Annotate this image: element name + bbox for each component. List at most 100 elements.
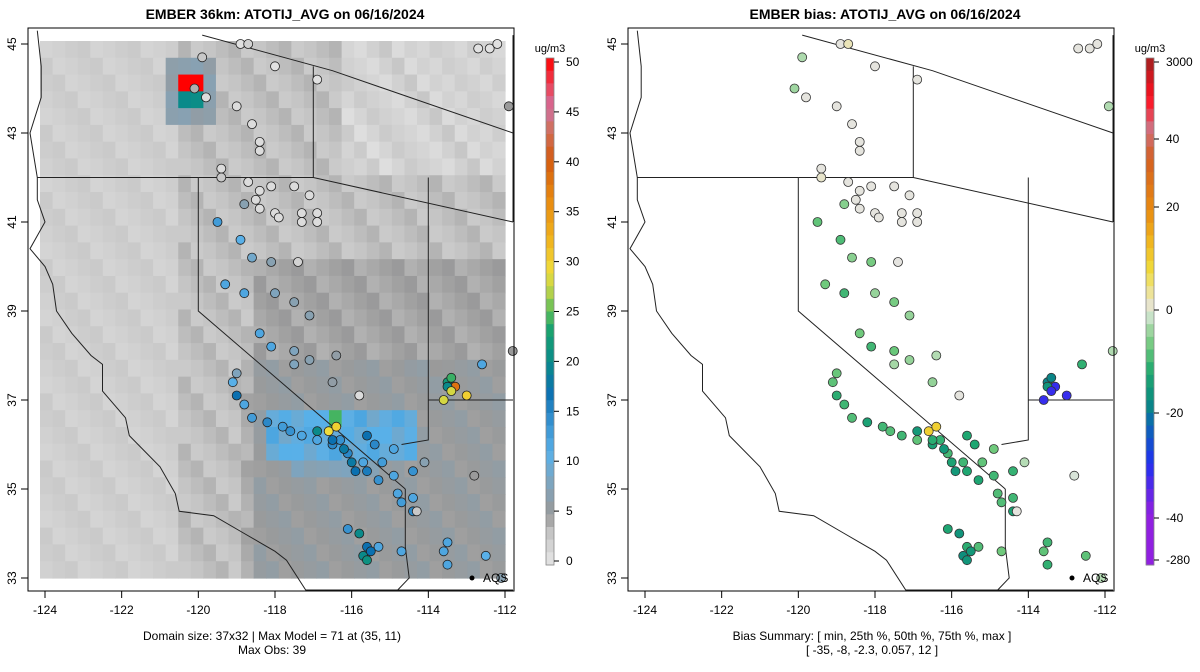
grid-cell bbox=[127, 124, 142, 143]
y-axis: 33 35 37 39 41 43 45 bbox=[5, 37, 28, 585]
grid-cell bbox=[215, 141, 230, 160]
grid-cell bbox=[115, 41, 129, 59]
grid-cell bbox=[165, 91, 179, 109]
grid-cell bbox=[429, 259, 443, 277]
grid-cell bbox=[203, 510, 217, 529]
obs-point bbox=[239, 199, 250, 210]
grid-cell bbox=[115, 175, 129, 193]
grid-cell bbox=[278, 141, 292, 160]
grid-cell bbox=[77, 359, 91, 378]
grid-cell bbox=[65, 158, 79, 176]
grid-cell bbox=[190, 443, 204, 462]
grid-cell bbox=[454, 510, 468, 529]
grid-cell bbox=[354, 41, 368, 59]
grid-cell bbox=[52, 141, 66, 160]
panel-title: EMBER 36km: ATOTIJ_AVG on 06/16/2024 bbox=[146, 6, 425, 22]
grid-cell bbox=[467, 275, 481, 294]
bias-point bbox=[927, 435, 938, 445]
grid-cell bbox=[165, 108, 179, 126]
grid-cell bbox=[479, 292, 494, 311]
grid-cell bbox=[153, 192, 167, 210]
obs-point bbox=[289, 359, 300, 370]
grid-cell bbox=[316, 460, 330, 478]
grid-cell bbox=[266, 108, 280, 126]
grid-cell bbox=[454, 41, 468, 59]
bias-point bbox=[962, 466, 972, 477]
grid-cell bbox=[190, 510, 204, 529]
grid-cell bbox=[228, 175, 242, 193]
grid-cell bbox=[253, 275, 267, 294]
grid-cell bbox=[203, 292, 217, 311]
grid-cell bbox=[40, 192, 54, 210]
grid-cell bbox=[77, 326, 91, 344]
grid-cell bbox=[153, 57, 167, 76]
y-tick-label: 35 bbox=[605, 482, 619, 496]
grid-cell bbox=[203, 309, 217, 327]
grid-cell bbox=[404, 74, 418, 92]
grid-cell bbox=[215, 376, 230, 395]
grid-cell bbox=[329, 275, 343, 294]
grid-cell bbox=[303, 91, 318, 109]
colorbar-segment bbox=[546, 235, 554, 249]
grid-cell bbox=[454, 74, 468, 92]
obs-point bbox=[239, 399, 250, 410]
grid-cell bbox=[303, 326, 318, 344]
grid-cell bbox=[379, 158, 393, 176]
bias-point bbox=[988, 444, 999, 454]
grid-cell bbox=[90, 175, 104, 193]
grid-cell bbox=[454, 259, 468, 277]
grid-cell bbox=[65, 292, 79, 311]
grid-cell bbox=[77, 410, 91, 428]
obs-point bbox=[197, 52, 208, 63]
grid-cell bbox=[203, 225, 217, 243]
bias-points bbox=[789, 39, 1118, 583]
grid-cell bbox=[165, 242, 179, 260]
grid-cell bbox=[241, 426, 255, 445]
grid-cell bbox=[52, 460, 66, 478]
colorbar-segment bbox=[546, 311, 554, 325]
grid-cell bbox=[140, 510, 154, 529]
grid-cell bbox=[241, 158, 255, 176]
grid-cell bbox=[442, 141, 456, 160]
colorbar-tick-label: 10 bbox=[566, 454, 580, 468]
grid-cell bbox=[102, 275, 117, 294]
grid-cell bbox=[442, 208, 456, 227]
grid-cell bbox=[454, 460, 468, 478]
grid-cell bbox=[115, 259, 129, 277]
grid-cell bbox=[115, 208, 129, 227]
grid-cell bbox=[329, 561, 343, 579]
grid-cell bbox=[278, 74, 292, 92]
grid-cell bbox=[127, 510, 142, 529]
grid-cell bbox=[329, 544, 343, 562]
colorbar-segment bbox=[1146, 349, 1154, 363]
obs-point bbox=[438, 395, 449, 405]
grid-cell bbox=[391, 208, 406, 227]
bias-point bbox=[1061, 390, 1072, 401]
grid-cell bbox=[303, 443, 318, 462]
grid-cell bbox=[266, 141, 280, 160]
grid-cell bbox=[467, 376, 481, 395]
colorbar-tick-label: 45 bbox=[566, 105, 580, 119]
obs-point bbox=[212, 217, 223, 227]
grid-cell bbox=[454, 359, 468, 378]
grid-cell bbox=[102, 460, 117, 478]
grid-cell bbox=[165, 225, 179, 243]
grid-cell bbox=[115, 225, 129, 243]
grid-cell bbox=[341, 359, 355, 378]
grid-cell bbox=[65, 410, 79, 428]
grid-cell bbox=[417, 561, 431, 579]
colorbar-segment bbox=[546, 374, 554, 389]
grid-cell bbox=[291, 477, 305, 495]
grid-cell bbox=[278, 309, 292, 327]
grid-cell bbox=[391, 74, 406, 92]
obs-point bbox=[373, 475, 384, 486]
obs-point bbox=[354, 528, 365, 539]
grid-cell bbox=[467, 208, 481, 227]
bias-point bbox=[977, 457, 988, 468]
grid-cell bbox=[228, 275, 242, 294]
grid-cell bbox=[429, 309, 443, 327]
grid-cell bbox=[417, 443, 431, 462]
grid-cell bbox=[391, 393, 406, 411]
grid-cell bbox=[90, 443, 104, 462]
grid-cell bbox=[190, 57, 204, 76]
